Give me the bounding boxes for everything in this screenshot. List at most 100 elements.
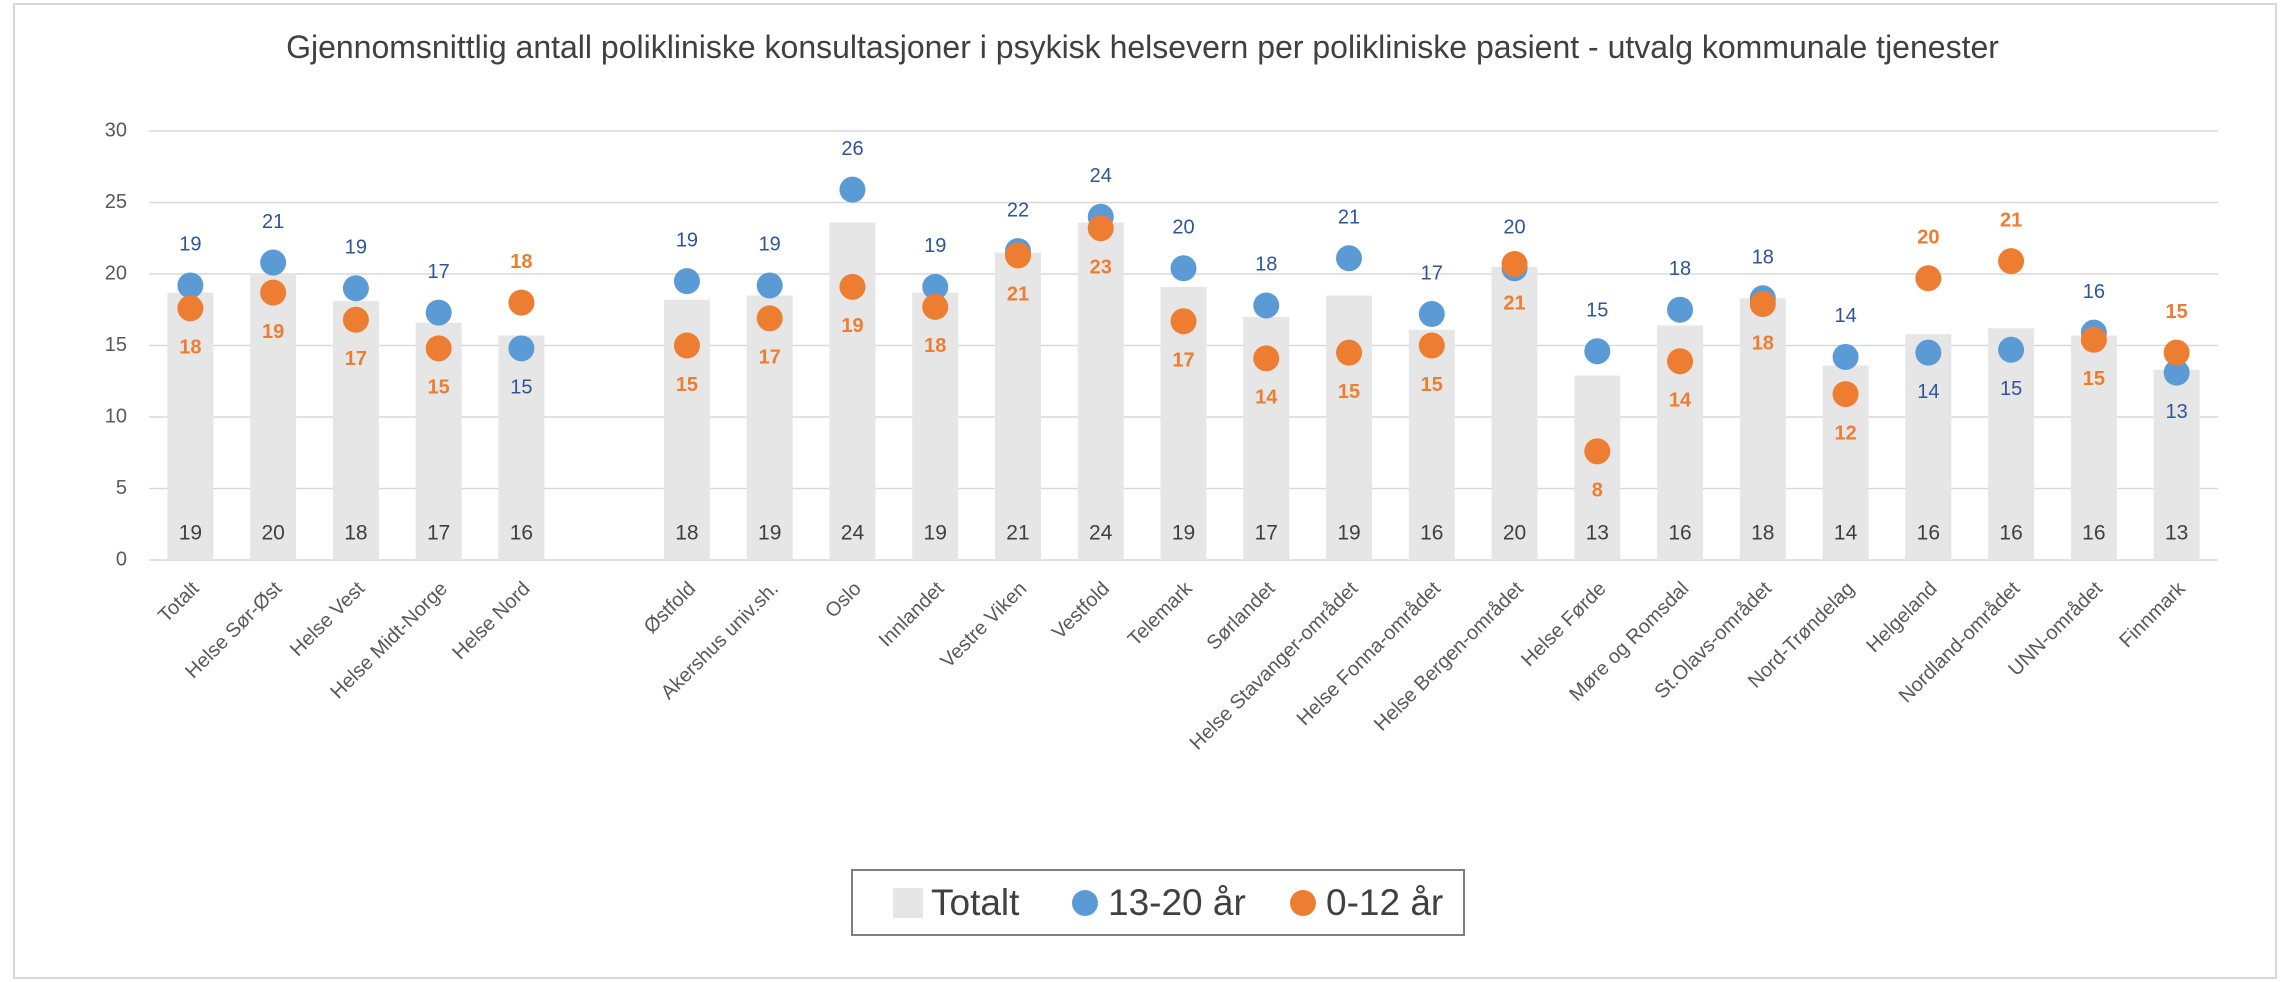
- dot: [425, 335, 452, 362]
- dot: [177, 272, 204, 299]
- bar-value-label: 16: [1668, 522, 1691, 545]
- dot: [508, 289, 535, 316]
- legend-box: [851, 869, 1465, 936]
- dot-value-label: 17: [428, 261, 450, 283]
- dot-value-label: 12: [1834, 422, 1856, 444]
- bar: [415, 322, 462, 560]
- bar-value-label: 18: [1751, 522, 1774, 545]
- x-tick-label: Vestre Viken: [937, 578, 1032, 673]
- dot-value-label: 15: [1586, 300, 1608, 322]
- y-tick-label: 15: [105, 334, 127, 356]
- bar-value-label: 14: [1834, 522, 1858, 545]
- dot-value-label: 15: [428, 377, 450, 399]
- x-tick-label: Vestfold: [1048, 578, 1114, 644]
- dot-value-label: 8: [1592, 480, 1603, 502]
- dot-value-label: 14: [1669, 390, 1692, 412]
- y-tick-label: 5: [116, 477, 127, 499]
- dot: [260, 279, 287, 306]
- bar-value-label: 24: [841, 522, 865, 545]
- legend-label: 0-12 år: [1326, 882, 1443, 923]
- bar-value-label: 13: [2165, 522, 2188, 545]
- dot-value-label: 17: [1172, 349, 1194, 371]
- bar: [1574, 375, 1621, 560]
- dot-value-label: 19: [924, 235, 946, 257]
- legend-swatch: [893, 888, 923, 918]
- dot-value-label: 20: [1917, 227, 1939, 249]
- x-tick-label: Innlandet: [875, 577, 949, 651]
- dot: [1087, 215, 1114, 242]
- bar-value-label: 19: [758, 522, 781, 545]
- x-tick-label: Telemark: [1124, 577, 1198, 651]
- dot-value-label: 21: [2000, 209, 2022, 231]
- bar: [1905, 334, 1952, 560]
- dot-value-label: 19: [759, 234, 781, 256]
- dot: [508, 335, 535, 362]
- dot-value-label: 18: [1255, 254, 1277, 276]
- dot: [1170, 308, 1197, 335]
- dot-value-label: 19: [345, 237, 367, 259]
- bar: [1988, 328, 2035, 560]
- dot: [839, 176, 866, 203]
- dot-value-label: 15: [2083, 368, 2105, 390]
- dot: [425, 299, 452, 326]
- dot: [1667, 348, 1694, 375]
- dot-value-label: 18: [1669, 258, 1691, 280]
- x-tick-label: Sørlandet: [1203, 577, 1280, 654]
- dot-value-label: 14: [1917, 381, 1939, 403]
- bar-value-label: 18: [344, 522, 367, 545]
- dot-value-label: 14: [1255, 387, 1278, 409]
- dot-value-label: 15: [1338, 381, 1360, 403]
- bar-value-label: 16: [2082, 522, 2105, 545]
- dot-value-label: 20: [1503, 217, 1525, 239]
- dot-value-label: 17: [345, 348, 367, 370]
- bar-value-label: 17: [1255, 522, 1278, 545]
- dot-value-label: 18: [1752, 247, 1774, 269]
- y-tick-label: 20: [105, 262, 127, 284]
- bar: [1077, 222, 1124, 560]
- x-tick-label: Helse Fonna-området: [1293, 577, 1446, 730]
- bar: [2070, 335, 2117, 560]
- dot-value-label: 20: [1172, 217, 1194, 239]
- dot: [1004, 242, 1031, 269]
- dot: [922, 293, 949, 320]
- dot: [260, 249, 287, 276]
- bar-value-label: 16: [510, 522, 533, 545]
- dot: [1253, 345, 1280, 372]
- y-tick-label: 0: [116, 548, 127, 570]
- dot: [1418, 332, 1445, 359]
- dot-value-label: 19: [262, 321, 284, 343]
- bar: [250, 274, 297, 560]
- dot: [1832, 381, 1859, 408]
- legend-label: 13-20 år: [1108, 882, 1246, 923]
- x-tick-label: Finnmark: [2115, 577, 2190, 652]
- dot: [1170, 255, 1197, 282]
- dot: [1584, 338, 1611, 365]
- bar-value-label: 19: [1337, 522, 1360, 545]
- dot-value-label: 19: [841, 315, 863, 337]
- bar-value-label: 20: [261, 522, 284, 545]
- dot-value-label: 15: [510, 377, 532, 399]
- dot-value-label: 22: [1007, 199, 1029, 221]
- dot: [342, 275, 369, 302]
- dot: [756, 272, 783, 299]
- dot: [1336, 339, 1363, 366]
- bar: [1408, 329, 1455, 560]
- dot: [1418, 301, 1445, 328]
- dot: [673, 268, 700, 295]
- x-tick-label: Helgeland: [1862, 578, 1941, 657]
- bar-value-label: 19: [179, 522, 202, 545]
- dot-value-label: 15: [1421, 374, 1443, 396]
- bar: [746, 295, 793, 560]
- dot: [177, 295, 204, 322]
- bar-value-label: 13: [1586, 522, 1609, 545]
- x-tick-label: Helse Bergen-området: [1370, 577, 1528, 735]
- dot: [2163, 359, 2190, 386]
- bar-value-label: 16: [1420, 522, 1443, 545]
- legend-swatch: [1290, 890, 1316, 916]
- bar-value-label: 21: [1006, 522, 1029, 545]
- x-tick-label: Helse Nord: [448, 578, 534, 664]
- dot-value-label: 21: [262, 211, 284, 233]
- y-tick-label: 10: [105, 405, 127, 427]
- x-tick-label: Oslo: [821, 578, 866, 623]
- dot-value-label: 19: [179, 234, 201, 256]
